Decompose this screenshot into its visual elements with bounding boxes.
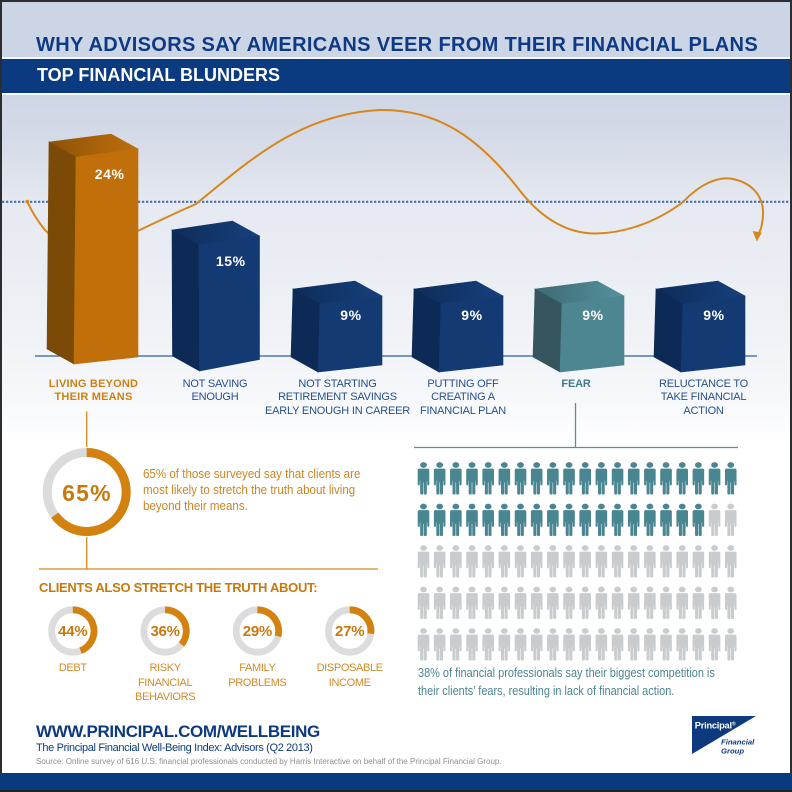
svg-text:Principal®: Principal® <box>695 720 736 730</box>
svg-text:Group: Group <box>721 746 744 755</box>
svg-text:Financial: Financial <box>721 737 755 746</box>
